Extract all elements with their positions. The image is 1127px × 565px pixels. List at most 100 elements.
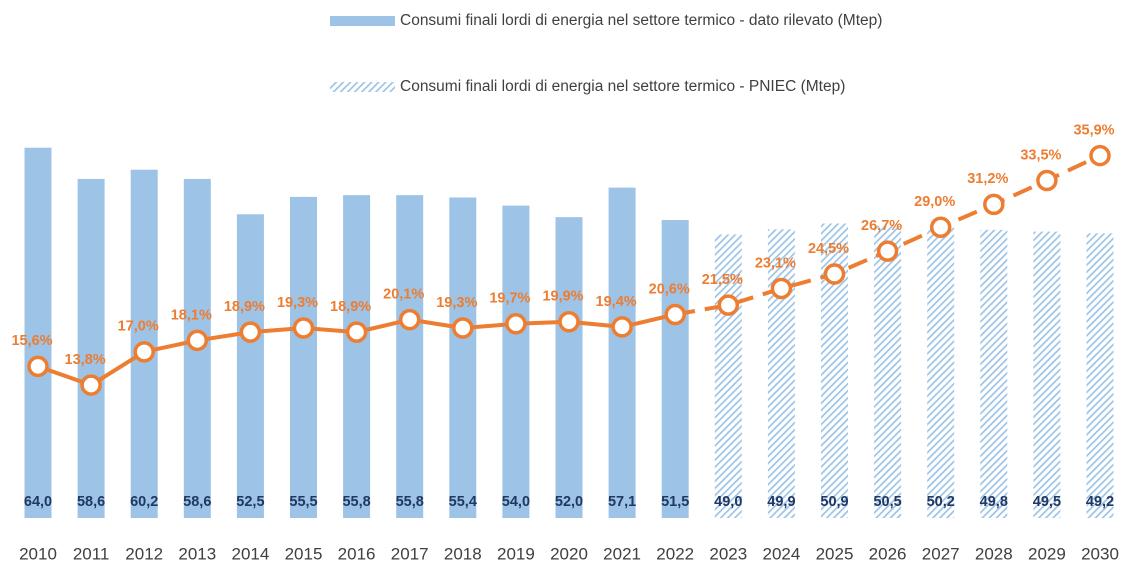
value-label: 18,9% [224,299,265,315]
x-tick-label: 2026 [869,544,907,563]
bar [1086,233,1114,519]
value-label: 19,4% [596,294,637,310]
x-tick-label: 2028 [975,544,1013,563]
x-tick-label: 2013 [178,544,216,563]
bar [449,197,477,518]
value-label: 15,6% [11,333,52,349]
x-tick-label: 2030 [1081,544,1119,563]
marker [1089,144,1111,167]
bar [661,220,689,519]
value-label: 49,9 [767,494,795,510]
x-tick-label: 2025 [816,544,854,563]
value-label: 55,4 [449,494,477,510]
x-tick-label: 2018 [444,544,482,563]
value-label: 64,0 [24,494,52,510]
x-tick-label: 2024 [762,544,800,563]
x-tick-label: 2015 [285,544,323,563]
value-label: 49,2 [1086,494,1114,510]
value-label: 58,6 [183,494,211,510]
value-label: 18,9% [330,299,371,315]
marker [398,308,421,331]
value-label: 54,0 [502,494,530,510]
marker [133,341,155,363]
bar [714,234,742,518]
x-tick-label: 2011 [73,544,110,563]
marker [770,277,793,300]
bar [396,195,424,518]
marker [717,294,740,316]
x-tick-label: 2014 [231,544,269,563]
value-label: 49,0 [714,494,742,510]
marker [611,316,633,338]
value-label: 19,7% [489,291,530,307]
x-tick-label: 2016 [338,544,376,563]
marker [292,317,315,339]
value-label: 52,5 [236,494,264,510]
marker [505,313,527,335]
bar [980,229,1008,518]
bar [874,225,902,519]
x-tick-label: 2017 [391,544,429,563]
bar [502,205,530,519]
marker [186,329,209,352]
marker [983,193,1005,216]
value-label: 23,1% [755,255,796,271]
value-label: 55,8 [396,494,424,510]
marker [80,374,102,396]
bar [343,195,371,518]
value-label: 13,8% [65,352,106,368]
legend-label: Consumi finali lordi di energia nel sett… [400,12,883,29]
marker [876,240,899,262]
value-label: 19,9% [542,289,583,305]
value-label: 55,5 [289,494,317,510]
value-label: 49,5 [1033,494,1061,510]
bar [927,227,955,519]
marker [345,321,368,343]
value-label: 50,5 [873,494,901,510]
value-label: 49,8 [980,494,1008,510]
value-label: 50,2 [927,494,955,510]
value-label: 19,3% [277,295,318,311]
value-label: 51,5 [661,494,689,510]
value-label: 35,9% [1073,122,1114,138]
value-label: 18,1% [171,307,212,323]
value-label: 21,5% [702,272,743,288]
value-label: 50,9 [820,494,848,510]
marker [1036,169,1058,192]
marker [452,317,474,339]
value-label: 24,5% [808,241,849,257]
x-tick-label: 2023 [709,544,747,563]
legend-label: Consumi finali lordi di energia nel sett… [400,78,846,95]
value-label: 60,2 [130,494,158,510]
bar [767,229,795,519]
marker [929,216,952,238]
marker [239,321,262,343]
value-label: 20,1% [383,286,424,302]
bar [290,196,317,518]
value-label: 52,0 [555,494,583,510]
value-label: 26,7% [861,218,902,234]
value-label: 58,6 [77,494,105,510]
x-tick-label: 2021 [603,544,641,563]
x-tick-label: 2019 [497,544,535,563]
x-tick-label: 2012 [125,544,163,563]
x-tick-label: 2020 [550,544,588,563]
value-label: 20,6% [649,281,690,297]
bar [24,147,52,518]
legend-swatch [330,82,395,92]
legend-swatch [330,16,395,26]
x-tick-label: 2010 [19,544,57,563]
value-label: 17,0% [118,319,159,335]
marker [823,263,846,285]
value-label: 19,3% [436,295,477,311]
x-tick-label: 2027 [922,544,960,563]
marker [27,355,49,378]
x-tick-label: 2022 [656,544,694,563]
value-label: 31,2% [967,171,1008,187]
bar [236,214,264,518]
bar [1033,231,1061,518]
bar [555,217,583,518]
